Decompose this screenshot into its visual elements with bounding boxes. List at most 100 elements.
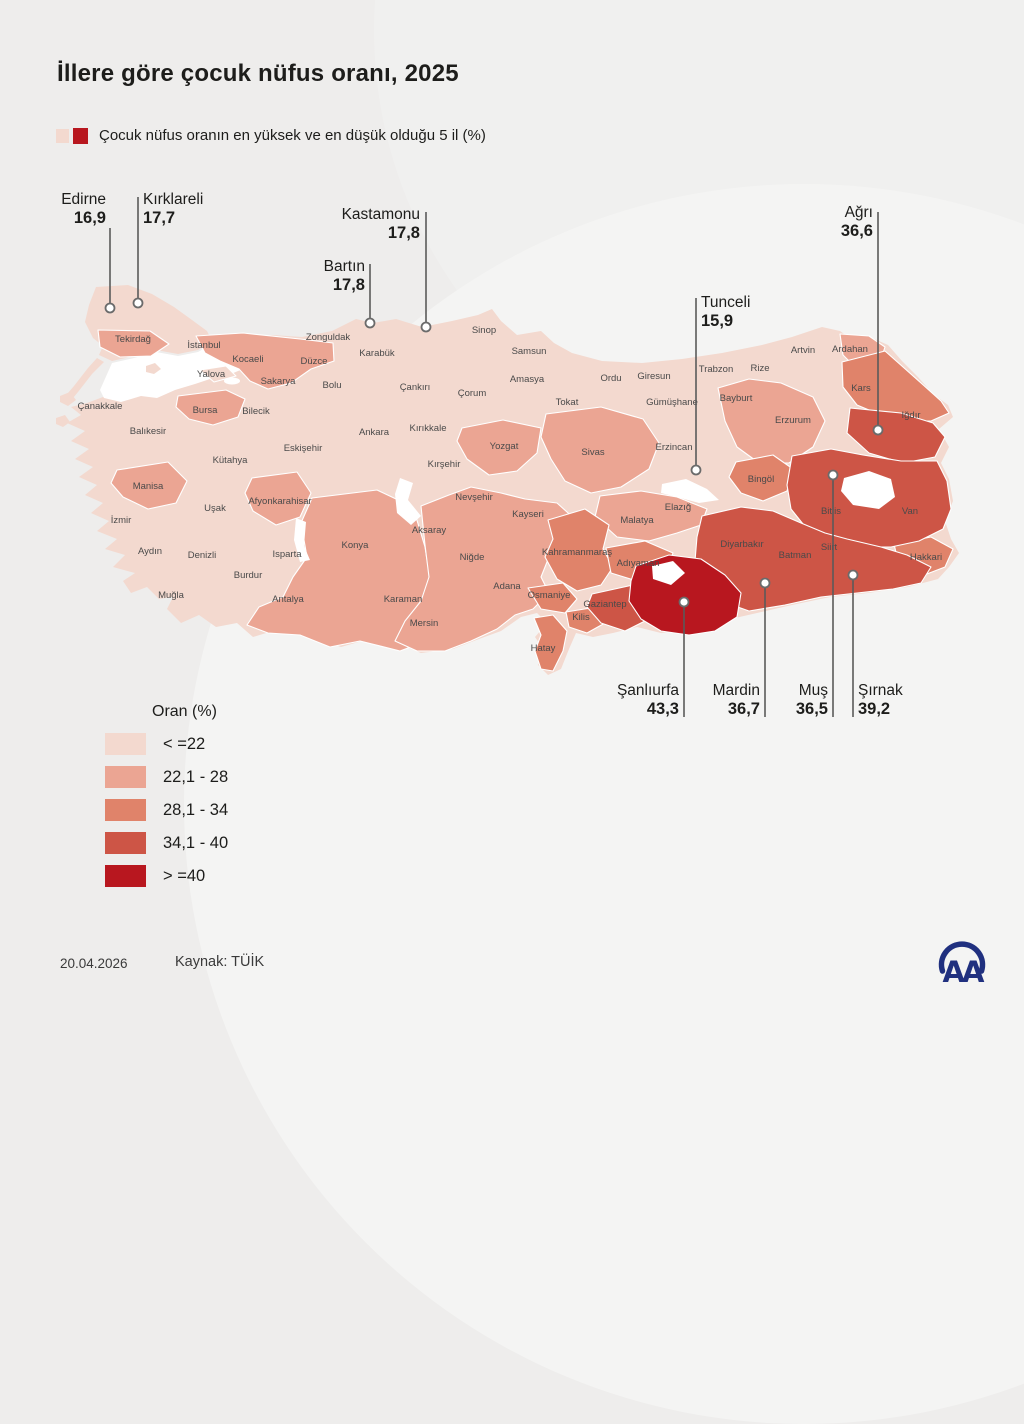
callout-dot <box>759 577 771 589</box>
callout-label-şanlıurfa: Şanlıurfa 43,3 <box>559 682 679 719</box>
province-label: Artvin <box>791 345 815 356</box>
legend-item: < =22 <box>105 733 228 755</box>
callout-lines-layer <box>104 197 884 717</box>
callout-dot <box>678 596 690 608</box>
province-label: Ardahan <box>832 344 868 355</box>
province-label: Hakkari <box>910 552 942 563</box>
page-title: İllere göre çocuk nüfus oranı, 2025 <box>57 60 459 87</box>
province-label: Kırıkkale <box>410 423 447 434</box>
callout-label-ağrı: Ağrı 36,6 <box>753 204 873 241</box>
province-label: İzmir <box>111 515 132 526</box>
province-label: Elazığ <box>665 502 691 513</box>
province-label: Ordu <box>600 373 621 384</box>
province-label: Mersin <box>410 618 439 629</box>
region-kars-igdir <box>841 350 950 422</box>
callout-dot <box>420 321 432 333</box>
province-label: Çorum <box>458 388 487 399</box>
province-label: İstanbul <box>187 340 220 351</box>
province-label: Çankırı <box>400 382 431 393</box>
province-label: Aydın <box>138 546 162 557</box>
bozcaada-island <box>56 415 70 427</box>
province-label: Kayseri <box>512 509 544 520</box>
map-legend: Oran (%) < =22 22,1 - 28 28,1 - 34 34,1 - 4… <box>105 703 228 898</box>
province-label: Erzurum <box>775 415 811 426</box>
svg-text:AA: AA <box>943 955 985 989</box>
subtitle-text: Çocuk nüfus oranın en yüksek ve en düşük… <box>99 127 486 144</box>
turkey-choropleth-map: Tekirdağ İstanbul Kocaeli Yalova Sakarya Düzc… <box>56 197 959 717</box>
callout-label-kırklareli: Kırklareli 17,7 <box>143 191 263 228</box>
province-label: Konya <box>342 540 370 551</box>
province-label: Eskişehir <box>284 443 323 454</box>
callout-label-bartın: Bartın 17,8 <box>245 258 365 295</box>
legend-item: 22,1 - 28 <box>105 766 228 788</box>
region-tekirdag <box>97 329 170 358</box>
province-label: Kütahya <box>213 455 249 466</box>
callout-province-name: Kırklareli <box>143 191 204 208</box>
province-label: Bitlis <box>821 506 841 517</box>
legend-label: < =22 <box>163 734 206 753</box>
legend-item: > =40 <box>105 865 228 887</box>
province-label: Afyonkarahisar <box>248 496 311 507</box>
province-label: Bayburt <box>720 393 753 404</box>
province-label: Yalova <box>197 369 226 380</box>
ataturk-reservoir <box>652 561 685 585</box>
legend-swatch-icon <box>105 865 146 887</box>
province-label: Samsun <box>512 346 547 357</box>
province-label: Isparta <box>272 549 302 560</box>
province-label: Kahramanmaraş <box>542 547 612 558</box>
province-label: Balıkesir <box>130 426 166 437</box>
province-label: Van <box>902 506 918 517</box>
legend-swatch-icon <box>105 766 146 788</box>
van-lake <box>841 471 895 509</box>
region-bursa <box>175 389 246 426</box>
province-label: Kocaeli <box>232 354 263 365</box>
callout-province-value: 17,8 <box>332 275 365 294</box>
region-kmaras <box>544 508 614 592</box>
province-label: Giresun <box>637 371 670 382</box>
region-yalova <box>199 365 237 383</box>
legend-item: 34,1 - 40 <box>105 832 228 854</box>
province-label: Bursa <box>193 405 219 416</box>
footer-source: Kaynak: TÜİK <box>175 954 265 970</box>
province-label: Manisa <box>133 481 164 492</box>
province-label: Kars <box>851 383 871 394</box>
callout-province-value: 15,9 <box>701 311 734 330</box>
province-label: Siirt <box>821 542 838 553</box>
province-label: Karabük <box>359 348 395 359</box>
callout-province-value: 16,9 <box>73 208 106 227</box>
callout-province-value: 43,3 <box>646 699 679 718</box>
region-afyon <box>244 471 312 526</box>
province-label: Antalya <box>272 594 304 605</box>
province-label: Karaman <box>384 594 423 605</box>
province-label: Amasya <box>510 374 545 385</box>
region-agri <box>846 407 946 464</box>
callout-label-şırnak: Şırnak 39,2 <box>858 682 978 719</box>
callout-province-value: 36,6 <box>840 221 873 240</box>
province-label: Ankara <box>359 427 390 438</box>
province-labels-layer: Tekirdağ İstanbul Kocaeli Yalova Sakarya Düzc… <box>78 325 943 654</box>
anadolu-agency-logo: AA <box>938 941 988 989</box>
map-region-gelibolu <box>62 358 104 404</box>
callout-province-name: Muş <box>798 682 828 699</box>
province-label: Adıyaman <box>617 558 660 569</box>
callout-province-name: Şanlıurfa <box>616 682 679 699</box>
callout-province-value: 17,8 <box>387 223 420 242</box>
legend-label: > =40 <box>163 866 206 885</box>
province-label: Uşak <box>204 503 226 514</box>
region-ist-kocaeli-sakarya-duzce <box>195 332 335 390</box>
province-label: Burdur <box>234 570 263 581</box>
callout-label-kastamonu: Kastamonu 17,8 <box>300 206 420 243</box>
callout-dot <box>847 569 859 581</box>
region-manisa <box>110 461 188 510</box>
tuz-lake <box>395 478 421 525</box>
province-label: Diyarbakır <box>720 539 763 550</box>
province-label: Zonguldak <box>306 332 351 343</box>
callout-label-mardin: Mardin 36,7 <box>640 682 760 719</box>
province-label: Kırşehir <box>428 459 461 470</box>
callout-dot <box>132 297 144 309</box>
region-yozgat <box>456 419 542 476</box>
callout-province-name: Ağrı <box>844 204 873 221</box>
callout-dot <box>690 464 702 476</box>
province-label: Erzincan <box>656 442 693 453</box>
callout-province-name: Edirne <box>61 191 106 208</box>
